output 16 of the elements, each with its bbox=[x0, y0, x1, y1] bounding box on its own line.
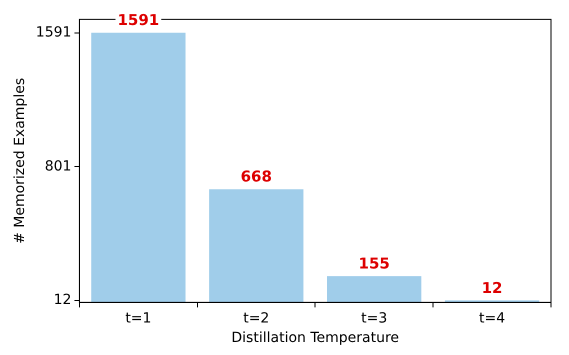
x-tick-label: t=2 bbox=[243, 310, 270, 326]
y-tick-label: 1591 bbox=[36, 24, 72, 40]
data-label: 12 bbox=[482, 278, 502, 297]
x-tick-label: t=1 bbox=[125, 310, 152, 326]
y-tick-label: 801 bbox=[44, 158, 72, 174]
data-label: 155 bbox=[358, 254, 390, 273]
bar bbox=[91, 32, 186, 302]
x-axis-title: Distillation Temperature bbox=[231, 330, 400, 346]
bar bbox=[209, 189, 304, 302]
bar bbox=[327, 276, 422, 302]
data-label: 1591 bbox=[118, 11, 160, 30]
x-tick-label: t=4 bbox=[478, 310, 506, 326]
y-axis-title: # Memorized Examples bbox=[12, 78, 28, 244]
data-label: 668 bbox=[240, 168, 272, 186]
x-tick-label: t=3 bbox=[361, 310, 388, 326]
y-tick-label: 12 bbox=[54, 292, 72, 308]
